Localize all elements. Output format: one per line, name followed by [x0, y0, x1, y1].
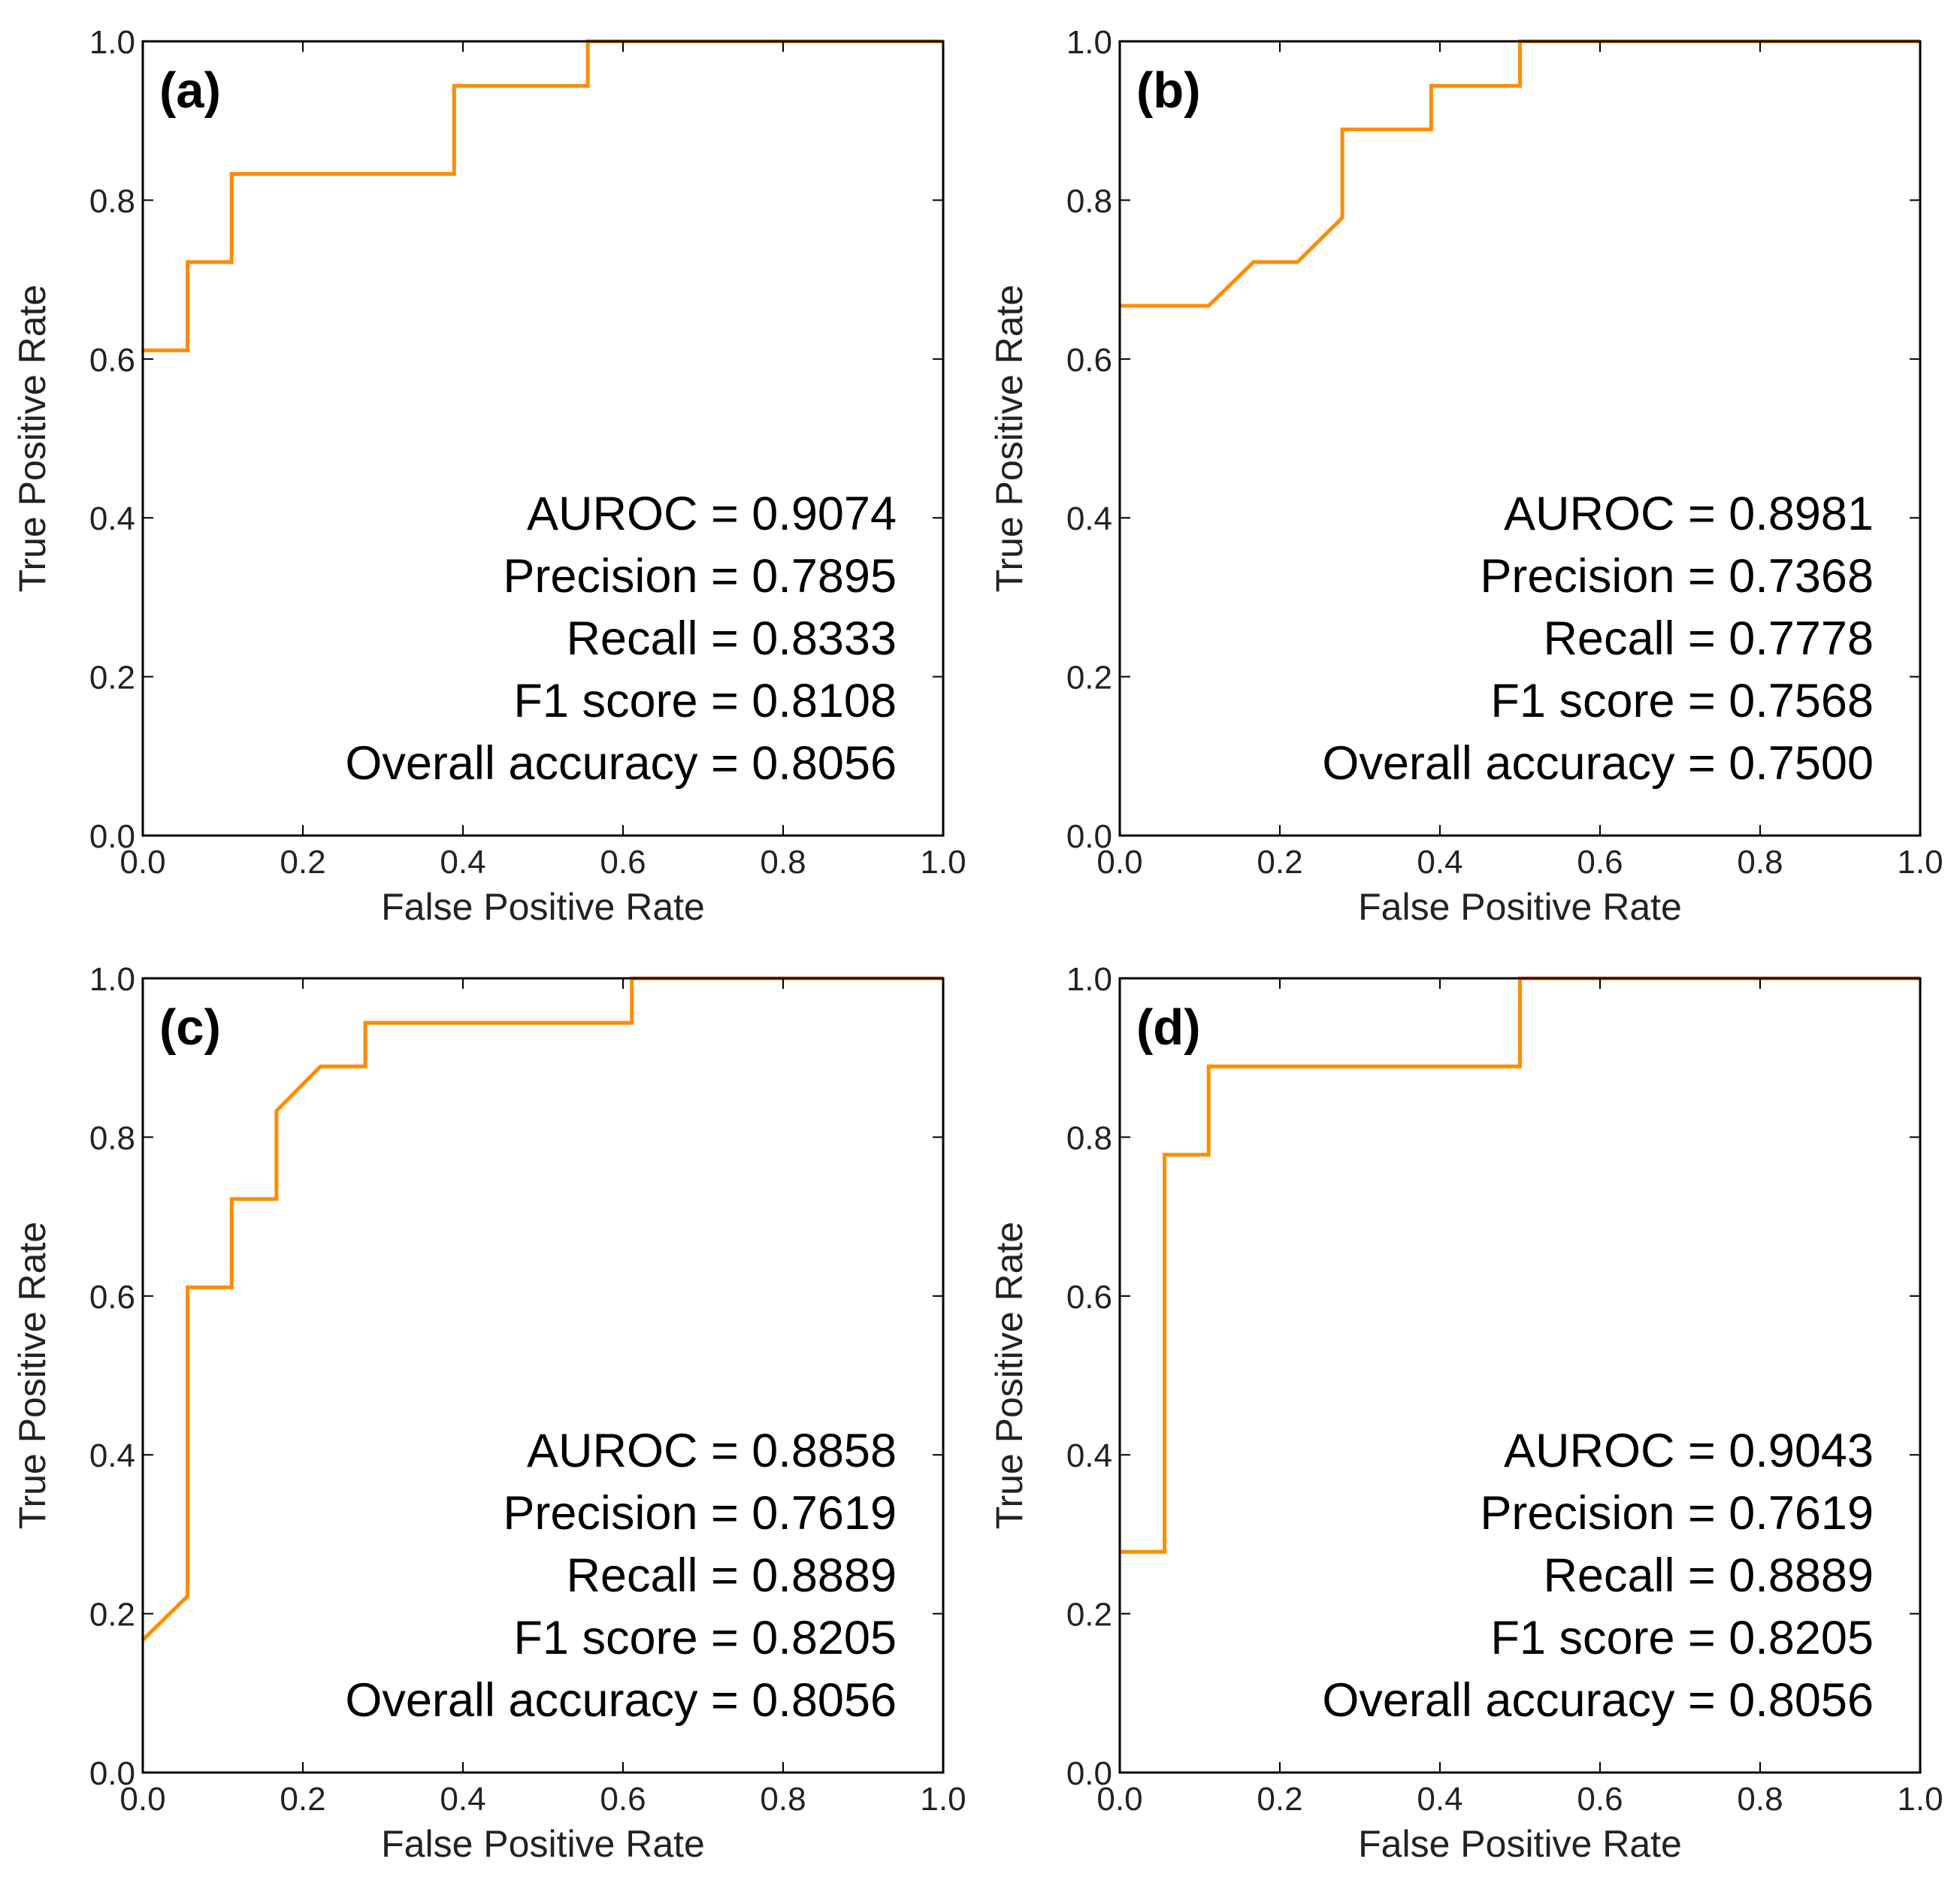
x-tick-label: 0.0	[119, 844, 165, 881]
x-axis-label: False Positive Rate	[1358, 886, 1682, 928]
x-tick-label: 0.8	[760, 844, 806, 881]
y-axis-label: True Positive Rate	[11, 1222, 53, 1529]
metric-annotation: Overall accuracy = 0.8056	[345, 737, 897, 790]
x-tick-label: 0.6	[600, 1781, 646, 1818]
x-tick-label: 0.2	[280, 1781, 325, 1818]
y-axis-label: True Positive Rate	[11, 285, 53, 592]
axes-frame	[141, 977, 945, 1774]
roc-curve	[143, 39, 943, 352]
x-tick-label: 0.0	[119, 1781, 165, 1818]
y-tick-label: 0.2	[1066, 660, 1112, 697]
metric-annotation: Recall = 0.8333	[566, 612, 897, 665]
x-tick-label: 1.0	[920, 844, 966, 881]
roc-panel-a: 0.0 0.2 0.4 0.6 0.8 1.0 0.0 0.2 0.4 0.6 0.8 1.0 Fals…	[11, 24, 966, 928]
x-tick-label: 0.0	[1096, 844, 1142, 881]
axes-frame	[1118, 40, 1922, 837]
panel-label: (c)	[159, 999, 221, 1056]
y-tick-label: 0.4	[89, 1437, 135, 1474]
x-tick-label: 0.6	[1577, 844, 1623, 881]
roc-panel-d: 0.0 0.2 0.4 0.6 0.8 1.0 0.0 0.2 0.4 0.6 0.8 1.0 Fals…	[988, 961, 1943, 1865]
y-tick-label: 1.0	[1066, 961, 1112, 998]
panel-label: (b)	[1136, 62, 1201, 119]
metric-annotation: AUROC = 0.8858	[527, 1425, 897, 1477]
panel-label: (d)	[1136, 999, 1201, 1056]
y-tick-label: 0.0	[1066, 818, 1112, 855]
metric-annotation: Recall = 0.8889	[566, 1549, 897, 1602]
y-tick-label: 0.0	[1066, 1755, 1112, 1792]
y-tick-label: 0.6	[89, 342, 135, 379]
x-tick-label: 0.0	[1096, 1781, 1142, 1818]
roc-curve	[1120, 39, 1920, 308]
x-tick-label: 1.0	[1897, 1781, 1943, 1818]
metric-annotation: Precision = 0.7895	[503, 550, 897, 603]
roc-panel-b: 0.0 0.2 0.4 0.6 0.8 1.0 0.0 0.2 0.4 0.6 0.8 1.0 Fals…	[988, 24, 1943, 928]
metric-annotation: F1 score = 0.8108	[513, 675, 897, 727]
y-tick-label: 0.2	[1066, 1597, 1112, 1634]
y-tick-label: 0.8	[89, 183, 135, 219]
x-tick-label: 0.2	[280, 844, 325, 881]
metric-annotation: F1 score = 0.8205	[1490, 1612, 1874, 1664]
y-tick-label: 0.4	[1066, 500, 1112, 537]
y-tick-label: 0.0	[89, 818, 135, 855]
metric-annotation: Overall accuracy = 0.8056	[1322, 1674, 1874, 1727]
y-tick-label: 0.2	[89, 660, 135, 697]
panel-label: (a)	[159, 62, 221, 119]
roc-panel-c: 0.0 0.2 0.4 0.6 0.8 1.0 0.0 0.2 0.4 0.6 0.8 1.0 Fals…	[11, 961, 966, 1865]
x-tick-label: 0.8	[1737, 1781, 1783, 1818]
y-tick-label: 0.8	[1066, 1120, 1112, 1156]
x-axis-label: False Positive Rate	[1358, 1823, 1682, 1865]
roc-curve	[1120, 976, 1920, 1554]
x-tick-label: 1.0	[920, 1781, 966, 1818]
x-tick-label: 0.6	[1577, 1781, 1623, 1818]
y-tick-label: 1.0	[89, 961, 135, 998]
metric-annotation: AUROC = 0.8981	[1504, 488, 1874, 540]
metric-annotation: Overall accuracy = 0.7500	[1322, 737, 1874, 790]
x-tick-label: 0.2	[1257, 1781, 1302, 1818]
y-tick-label: 0.0	[89, 1755, 135, 1792]
axes-frame	[141, 40, 945, 837]
x-tick-label: 0.8	[1737, 844, 1783, 881]
y-tick-label: 0.6	[1066, 1279, 1112, 1316]
x-tick-label: 0.4	[1417, 844, 1462, 881]
x-axis-label: False Positive Rate	[381, 886, 705, 928]
y-tick-label: 0.6	[1066, 342, 1112, 379]
axes-frame	[1118, 977, 1922, 1774]
x-tick-label: 0.4	[1417, 1781, 1462, 1818]
metric-annotation: Recall = 0.8889	[1543, 1549, 1874, 1602]
y-tick-label: 0.2	[89, 1597, 135, 1634]
x-tick-label: 1.0	[1897, 844, 1943, 881]
y-tick-label: 0.8	[1066, 183, 1112, 219]
metric-annotation: Overall accuracy = 0.8056	[345, 1674, 897, 1727]
x-axis-label: False Positive Rate	[381, 1823, 705, 1865]
y-tick-label: 0.4	[1066, 1437, 1112, 1474]
y-tick-label: 1.0	[89, 24, 135, 61]
y-tick-label: 1.0	[1066, 24, 1112, 61]
y-tick-label: 0.4	[89, 500, 135, 537]
y-axis-label: True Positive Rate	[988, 285, 1030, 592]
x-tick-label: 0.8	[760, 1781, 806, 1818]
metric-annotation: F1 score = 0.8205	[513, 1612, 897, 1664]
y-tick-label: 0.6	[89, 1279, 135, 1316]
metric-annotation: Precision = 0.7619	[1480, 1487, 1874, 1540]
metric-annotation: Recall = 0.7778	[1543, 612, 1874, 665]
x-tick-label: 0.4	[440, 1781, 485, 1818]
y-axis-label: True Positive Rate	[988, 1222, 1030, 1529]
metric-annotation: AUROC = 0.9074	[527, 488, 897, 540]
x-tick-label: 0.2	[1257, 844, 1302, 881]
x-tick-label: 0.4	[440, 844, 485, 881]
metric-annotation: Precision = 0.7368	[1480, 550, 1874, 603]
metric-annotation: F1 score = 0.7568	[1490, 675, 1874, 727]
y-tick-label: 0.8	[89, 1120, 135, 1156]
roc-curve	[141, 976, 943, 1642]
x-tick-label: 0.6	[600, 844, 646, 881]
metric-annotation: Precision = 0.7619	[503, 1487, 897, 1540]
metric-annotation: AUROC = 0.9043	[1504, 1425, 1874, 1477]
